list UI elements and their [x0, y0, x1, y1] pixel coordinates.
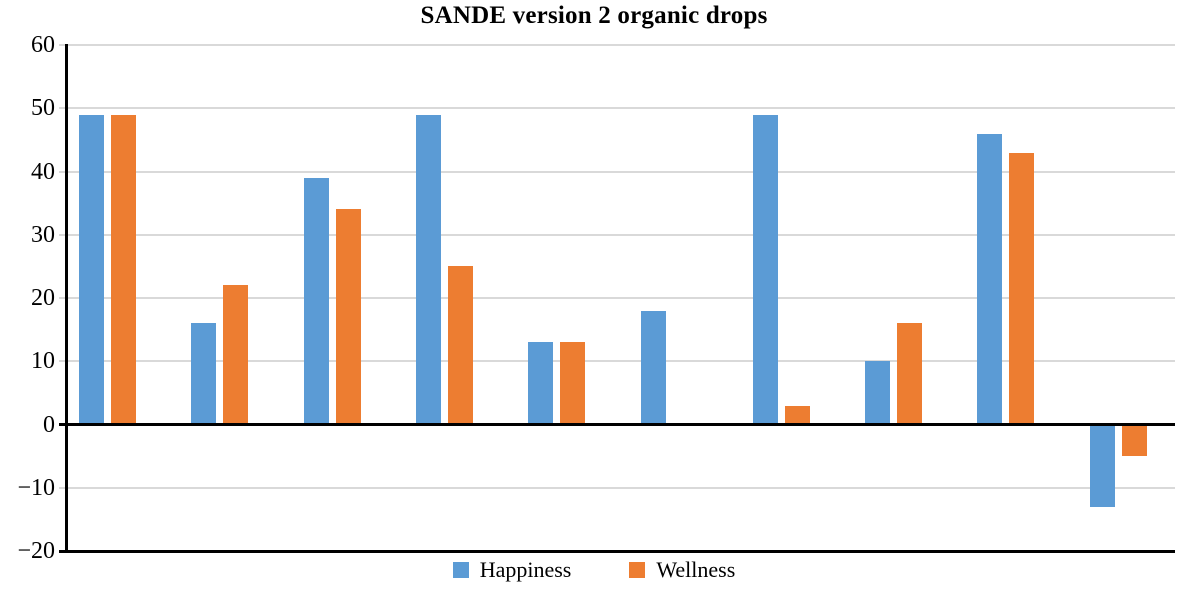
y-axis-label: 50 — [31, 95, 55, 122]
y-axis-label: −20 — [17, 538, 55, 564]
bar-wellness-group2 — [223, 285, 249, 425]
bar-wellness-group10 — [1121, 424, 1147, 457]
y-axis-label: 60 — [31, 32, 55, 58]
bar-wellness-group8 — [897, 323, 923, 425]
x-axis-line — [59, 550, 1175, 553]
bar-happiness-group7 — [752, 114, 778, 425]
gridline — [59, 360, 1175, 363]
bar-happiness-group3 — [303, 177, 329, 425]
y-axis-label: 10 — [31, 348, 55, 375]
legend-label-happiness: Happiness — [479, 557, 572, 582]
gridline — [59, 170, 1175, 173]
y-axis-label: 20 — [31, 285, 55, 311]
legend-item-happiness: Happiness — [452, 557, 572, 583]
y-axis-line — [65, 44, 68, 553]
legend-label-wellness: Wellness — [656, 557, 736, 582]
bar-wellness-group5 — [560, 342, 586, 425]
y-axis-label: 40 — [31, 158, 55, 185]
bar-happiness-group9 — [977, 133, 1003, 425]
bar-happiness-group10 — [1089, 424, 1115, 507]
bar-happiness-group2 — [191, 323, 217, 425]
bar-wellness-group3 — [335, 209, 361, 425]
y-axis-label: 30 — [31, 221, 55, 248]
bar-happiness-group8 — [865, 361, 891, 425]
bar-happiness-group6 — [640, 310, 666, 425]
gridline — [59, 107, 1175, 110]
gridline — [59, 486, 1175, 489]
bar-wellness-group7 — [784, 405, 810, 425]
legend-swatch-happiness — [452, 562, 469, 578]
bar-wellness-group1 — [111, 114, 136, 425]
zero-line — [59, 423, 1175, 426]
chart-title: SANDE version 2 organic drops — [420, 2, 768, 29]
bar-happiness-group5 — [528, 342, 554, 425]
legend-swatch-wellness — [629, 562, 646, 578]
y-axis-label: −10 — [17, 474, 55, 501]
gridline — [59, 233, 1175, 236]
bar-happiness-group4 — [415, 114, 441, 425]
bar-happiness-group1 — [79, 114, 104, 425]
gridline — [59, 297, 1175, 299]
legend: Happiness Wellness — [0, 557, 1188, 583]
bar-wellness-group4 — [447, 266, 473, 425]
gridline — [59, 44, 1175, 46]
legend-item-wellness: Wellness — [629, 557, 735, 583]
y-axis-label: 0 — [43, 411, 55, 438]
bar-wellness-group9 — [1009, 152, 1035, 425]
